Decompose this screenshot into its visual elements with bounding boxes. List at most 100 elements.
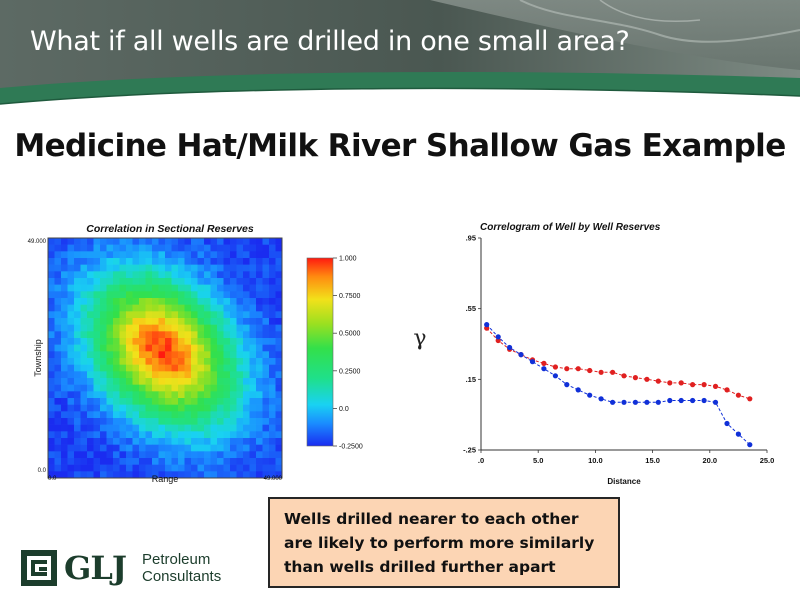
heatmap-cell bbox=[54, 378, 62, 385]
heatmap-cell bbox=[119, 311, 127, 319]
heatmap-cell bbox=[165, 271, 172, 279]
heatmap-cell bbox=[236, 251, 244, 259]
heatmap-cell bbox=[100, 418, 107, 425]
heatmap-cell bbox=[48, 338, 55, 345]
heatmap-cell bbox=[119, 331, 127, 339]
heatmap-cell bbox=[262, 358, 270, 365]
heatmap-cell bbox=[210, 291, 218, 299]
heatmap-cell bbox=[165, 471, 172, 479]
heatmap-cell bbox=[93, 291, 101, 299]
heatmap-cell bbox=[93, 304, 101, 312]
heatmap-cell bbox=[48, 238, 55, 245]
heatmap-cell bbox=[165, 284, 172, 292]
heatmap-cell bbox=[152, 291, 159, 299]
correlogram-title: Correlogram of Well by Well Reserves bbox=[480, 222, 661, 233]
heatmap-cell bbox=[275, 371, 283, 379]
correlogram-point bbox=[701, 397, 707, 404]
heatmap-cell bbox=[184, 451, 192, 459]
heatmap-cell bbox=[145, 304, 153, 312]
heatmap-cell bbox=[262, 284, 270, 292]
heatmap-cell bbox=[158, 358, 166, 365]
heatmap-cell bbox=[210, 304, 218, 312]
heatmap-cell bbox=[80, 351, 88, 359]
heatmap-cell bbox=[236, 424, 244, 432]
heatmap-cell bbox=[243, 351, 250, 359]
heatmap-cell bbox=[191, 458, 198, 465]
heatmap-cell bbox=[158, 331, 166, 339]
heatmap-cell bbox=[243, 471, 250, 479]
heatmap-cell bbox=[275, 291, 283, 299]
heatmap-cell bbox=[67, 404, 75, 412]
correlogram-point bbox=[655, 378, 661, 384]
heatmap-cell bbox=[87, 244, 94, 252]
heatmap-cell bbox=[119, 251, 127, 259]
heatmap-cell bbox=[243, 244, 250, 252]
heatmap-cell bbox=[204, 464, 211, 472]
heatmap-cell bbox=[106, 258, 114, 265]
heatmap-cell bbox=[132, 244, 140, 252]
heatmap-cell bbox=[158, 338, 166, 345]
heatmap-cell bbox=[217, 338, 224, 345]
heatmap-cell bbox=[204, 378, 211, 385]
heatmap-cell bbox=[165, 264, 172, 272]
heatmap-cell bbox=[171, 258, 179, 265]
heatmap-cell bbox=[100, 398, 107, 405]
heatmap-title: Correlation in Sectional Reserves bbox=[86, 223, 254, 235]
heatmap-cell bbox=[139, 238, 146, 245]
heatmap-cell bbox=[48, 431, 55, 439]
correlogram-point bbox=[495, 334, 501, 340]
heatmap-cell bbox=[275, 271, 283, 279]
heatmap-cell bbox=[74, 364, 81, 372]
heatmap-cell bbox=[106, 251, 114, 259]
heatmap-cell bbox=[61, 378, 68, 385]
heatmap-cell bbox=[269, 391, 276, 399]
correlogram-point bbox=[587, 392, 593, 398]
heatmap-cell bbox=[132, 278, 140, 285]
heatmap-cell bbox=[67, 338, 75, 345]
heatmap-cell bbox=[223, 311, 231, 319]
heatmap-cell bbox=[132, 384, 140, 392]
heatmap-cell bbox=[80, 471, 88, 479]
heatmap-cell bbox=[126, 358, 133, 365]
correlogram-x-tick-label: 25.0 bbox=[760, 456, 775, 465]
heatmap-cell bbox=[145, 411, 153, 419]
correlogram-chart: Correlogram of Well by Well Reserves .95… bbox=[463, 222, 774, 486]
heatmap-cell bbox=[132, 251, 140, 259]
heatmap-cell bbox=[269, 338, 276, 345]
heatmap-cell bbox=[61, 331, 68, 339]
heatmap-cell bbox=[93, 278, 101, 285]
heatmap-cell bbox=[87, 318, 94, 325]
heatmap-cell bbox=[269, 271, 276, 279]
heatmap-cell bbox=[275, 411, 283, 419]
heatmap-cell bbox=[158, 411, 166, 419]
heatmap-cell bbox=[61, 344, 68, 352]
heatmap-cell bbox=[223, 264, 231, 272]
heatmap-cell bbox=[243, 451, 250, 459]
heatmap-cell bbox=[113, 244, 120, 252]
heatmap-cell bbox=[223, 464, 231, 472]
heatmap-cell bbox=[119, 271, 127, 279]
heatmap-cell bbox=[204, 271, 211, 279]
heatmap-cell bbox=[249, 411, 257, 419]
heatmap-cell bbox=[275, 318, 283, 325]
heatmap-cell bbox=[152, 251, 159, 259]
heatmap-cell bbox=[48, 331, 55, 339]
heatmap-cell bbox=[145, 318, 153, 325]
heatmap-cell bbox=[80, 404, 88, 412]
heatmap-cell bbox=[87, 431, 94, 439]
heatmap-cell bbox=[119, 424, 127, 432]
heatmap-cell bbox=[100, 318, 107, 325]
heatmap-cell bbox=[139, 351, 146, 359]
heatmap-cell bbox=[132, 471, 140, 479]
heatmap-cell bbox=[217, 331, 224, 339]
heatmap-cell bbox=[152, 298, 159, 305]
heatmap-cell bbox=[197, 458, 205, 465]
heatmap-cell bbox=[184, 351, 192, 359]
heatmap-cell bbox=[74, 378, 81, 385]
heatmap-cell bbox=[100, 438, 107, 445]
correlogram-point bbox=[735, 392, 742, 398]
heatmap-cell bbox=[67, 264, 75, 272]
heatmap-cell bbox=[165, 398, 172, 405]
heatmap-cell bbox=[93, 391, 101, 399]
heatmap-cell bbox=[67, 298, 75, 305]
